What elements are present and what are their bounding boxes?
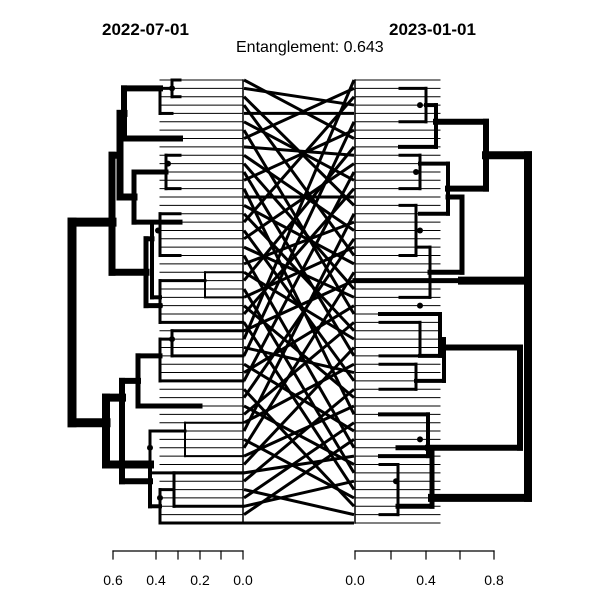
entanglement-label: Entanglement: 0.643 bbox=[236, 39, 384, 56]
left-axis-tick-label: 0.2 bbox=[190, 572, 210, 588]
connector-line bbox=[243, 279, 355, 333]
left-merge-node bbox=[147, 444, 153, 451]
connector-line bbox=[243, 421, 355, 500]
right-merge-node bbox=[417, 102, 423, 109]
right-dendrogram bbox=[352, 79, 532, 524]
left-merge-node bbox=[169, 85, 175, 92]
left-height-axis: 0.6 0.4 0.2 0.0 bbox=[103, 550, 253, 588]
left-merge-node bbox=[169, 336, 175, 343]
left-merge-node bbox=[157, 302, 163, 309]
connector-line bbox=[242, 162, 356, 290]
left-merge-node bbox=[157, 494, 163, 501]
left-merge-node bbox=[155, 227, 161, 234]
connector-line bbox=[243, 438, 355, 516]
right-merge-node bbox=[417, 436, 423, 443]
connector-line bbox=[243, 404, 355, 458]
right-merge-node bbox=[413, 168, 419, 175]
left-axis-tick-label: 0.4 bbox=[146, 572, 166, 588]
connector-line bbox=[242, 346, 356, 466]
connector-line bbox=[242, 145, 356, 282]
connector-line bbox=[243, 388, 355, 483]
connector-line bbox=[242, 237, 356, 399]
right-merge-node bbox=[417, 302, 423, 309]
connector-line bbox=[243, 86, 355, 107]
right-merge-node bbox=[417, 227, 423, 234]
connector-line bbox=[243, 245, 355, 299]
connector-line bbox=[243, 362, 355, 433]
right-height-axis: 0.0 0.4 0.8 bbox=[345, 550, 504, 588]
left-axis-tick-label: 0.0 bbox=[233, 572, 253, 588]
connector-line bbox=[242, 121, 356, 357]
connector-line bbox=[242, 95, 356, 224]
connector-line bbox=[243, 128, 355, 182]
connector-line bbox=[242, 79, 356, 340]
connector-line bbox=[243, 153, 355, 232]
connector-line bbox=[242, 171, 356, 382]
connector-line bbox=[243, 321, 355, 416]
connector-line bbox=[243, 145, 355, 157]
right-axis-tick-label: 0.0 bbox=[345, 572, 365, 588]
connector-line bbox=[243, 162, 355, 241]
connector-line bbox=[243, 362, 355, 425]
right-axis-tick-label: 0.8 bbox=[484, 572, 504, 588]
left-merge-node bbox=[165, 160, 171, 167]
connector-line bbox=[242, 129, 356, 315]
connector-line bbox=[242, 271, 356, 449]
connector-line bbox=[243, 488, 355, 517]
left-dendrogram bbox=[67, 78, 245, 525]
connector-lines bbox=[242, 78, 356, 525]
right-merge-node bbox=[393, 478, 399, 485]
right-dendrogram-title: 2023-01-01 bbox=[389, 20, 476, 39]
left-dendrogram-title: 2022-07-01 bbox=[102, 20, 189, 39]
connector-line bbox=[243, 86, 355, 140]
left-axis-tick-label: 0.6 bbox=[103, 572, 123, 588]
connector-line bbox=[243, 454, 355, 475]
right-axis-tick-label: 0.4 bbox=[416, 572, 436, 588]
connector-line bbox=[242, 213, 356, 432]
connector-line bbox=[243, 304, 355, 374]
